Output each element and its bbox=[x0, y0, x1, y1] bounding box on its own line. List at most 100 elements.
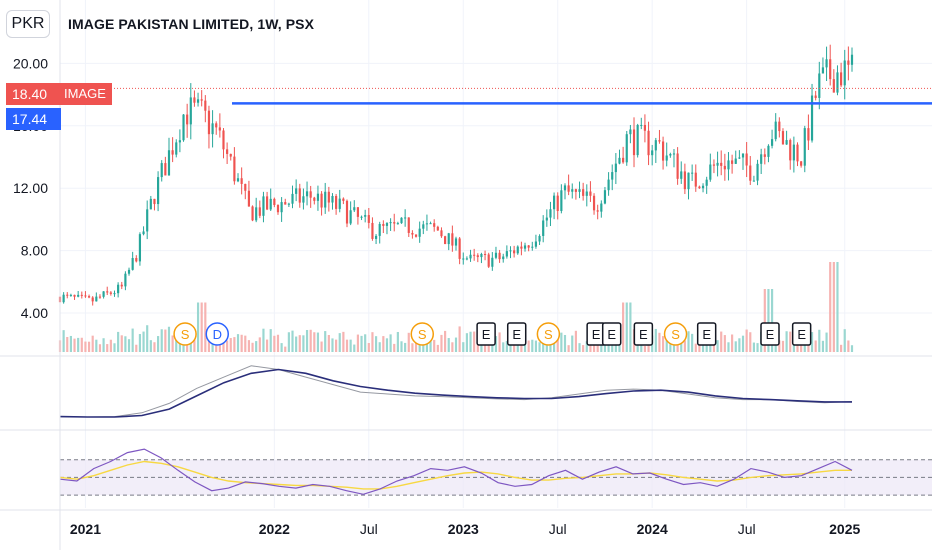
volume-bar bbox=[378, 342, 381, 352]
candle-body bbox=[781, 131, 785, 145]
volume-bar bbox=[324, 331, 327, 352]
candle-body bbox=[189, 97, 192, 125]
candle-body bbox=[578, 189, 581, 192]
candle-body bbox=[327, 191, 330, 203]
candle-body bbox=[211, 123, 214, 135]
candle-body bbox=[229, 153, 232, 157]
volume-bar bbox=[244, 335, 247, 352]
volume-bar bbox=[560, 332, 563, 352]
candle-body bbox=[509, 250, 512, 252]
volume-bar bbox=[396, 331, 399, 352]
candle-body bbox=[672, 153, 676, 155]
volume-bar bbox=[106, 344, 109, 352]
volume-bar bbox=[447, 338, 450, 352]
candle-body bbox=[487, 254, 490, 267]
x-tick-label: 2022 bbox=[259, 521, 290, 537]
candle-body bbox=[629, 129, 632, 135]
candle-body bbox=[709, 164, 712, 180]
candle-body bbox=[770, 139, 774, 146]
candle-body bbox=[701, 185, 705, 189]
candle-body bbox=[807, 128, 810, 141]
event-label: D bbox=[213, 327, 222, 342]
volume-bar bbox=[567, 345, 570, 352]
x-tick-label: 2023 bbox=[448, 521, 479, 537]
volume-bar bbox=[574, 330, 577, 352]
candle-body bbox=[440, 230, 443, 237]
level-badge[interactable]: 17.44 bbox=[6, 108, 61, 130]
chart-title: IMAGE PAKISTAN LIMITED, 1W, PSX bbox=[68, 16, 315, 32]
candle-body bbox=[444, 236, 447, 245]
candle-body bbox=[418, 228, 421, 237]
volume-bar bbox=[454, 337, 458, 352]
event-label: E bbox=[639, 327, 648, 342]
candle-body bbox=[316, 193, 320, 201]
candle-body bbox=[498, 252, 501, 260]
dividend-event-icon bbox=[205, 322, 230, 346]
candle-body bbox=[298, 188, 301, 203]
candle-body bbox=[840, 72, 843, 86]
volume-bar bbox=[665, 337, 668, 352]
candle-body bbox=[491, 257, 494, 267]
volume-bar bbox=[313, 332, 316, 352]
candle-body bbox=[117, 284, 120, 294]
volume-bar bbox=[694, 343, 697, 352]
candle-body bbox=[258, 207, 261, 216]
volume-bar bbox=[429, 335, 432, 352]
volume-bar bbox=[545, 344, 548, 352]
candle-body bbox=[698, 186, 701, 189]
candle-body bbox=[850, 54, 854, 65]
volume-bar bbox=[770, 289, 774, 352]
candle-body bbox=[447, 233, 450, 245]
candle-body bbox=[324, 191, 327, 208]
event-label: E bbox=[607, 327, 616, 342]
volume-bar bbox=[749, 332, 752, 352]
candle-body bbox=[549, 209, 552, 218]
volume-bar bbox=[625, 302, 628, 352]
volume-bar bbox=[374, 336, 378, 352]
y-tick-label: 20.00 bbox=[13, 55, 48, 71]
candle-body bbox=[589, 191, 592, 196]
volume-bar bbox=[669, 344, 672, 352]
x-tick-label: Jul bbox=[360, 521, 378, 537]
volume-bar bbox=[280, 343, 283, 352]
x-tick-label: 2024 bbox=[637, 521, 668, 537]
volume-bar bbox=[712, 340, 716, 352]
volume-bar bbox=[175, 335, 178, 352]
candle-body bbox=[411, 232, 414, 235]
currency-selector[interactable]: PKR bbox=[6, 10, 50, 38]
volume-bar bbox=[752, 342, 755, 352]
volume-bar bbox=[80, 337, 83, 352]
volume-bar bbox=[404, 342, 407, 352]
volume-bar bbox=[451, 342, 454, 352]
candle-body bbox=[87, 296, 91, 298]
event-label: E bbox=[766, 327, 775, 342]
volume-bar bbox=[731, 334, 734, 352]
event-label: E bbox=[512, 327, 521, 342]
event-label: E bbox=[702, 327, 711, 342]
candle-body bbox=[433, 223, 436, 227]
candle-body bbox=[600, 203, 603, 212]
candle-body bbox=[84, 295, 87, 297]
candle-body bbox=[720, 162, 723, 166]
candle-body bbox=[164, 163, 167, 176]
candle-body bbox=[542, 220, 545, 236]
volume-bar bbox=[157, 336, 160, 352]
volume-bar bbox=[331, 338, 334, 352]
candle-body bbox=[796, 144, 799, 162]
volume-bar bbox=[778, 340, 781, 352]
x-tick-label: 2021 bbox=[70, 521, 101, 537]
volume-bar bbox=[622, 302, 625, 352]
rsi-ma-line bbox=[59, 460, 852, 490]
split-event-icon bbox=[536, 322, 561, 346]
volume-bar bbox=[66, 337, 69, 352]
candle-body bbox=[193, 97, 196, 103]
volume-bar bbox=[763, 289, 766, 352]
candle-body bbox=[683, 171, 686, 190]
volume-bar bbox=[349, 339, 352, 352]
volume-bar bbox=[810, 332, 814, 352]
candle-body bbox=[414, 234, 418, 237]
candle-body bbox=[196, 99, 200, 103]
oscillator-slow-line bbox=[59, 368, 852, 418]
